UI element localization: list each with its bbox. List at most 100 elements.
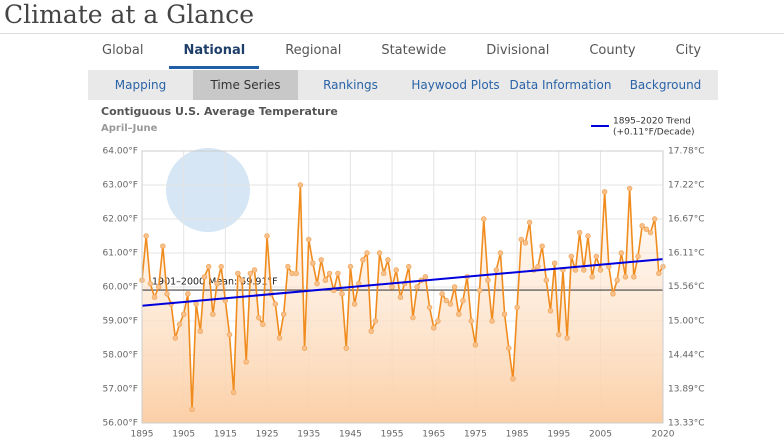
data-point (472, 342, 479, 348)
data-point (385, 257, 391, 263)
data-point (443, 297, 449, 304)
y2-tick-label: 15.00°C (668, 316, 705, 326)
data-point (564, 335, 570, 341)
data-point (460, 297, 466, 304)
site-title: Climate at a Glance (4, 0, 255, 29)
data-point (276, 335, 283, 341)
legend-label: 1895–2020 Trend (613, 117, 691, 127)
data-point (251, 267, 258, 273)
data-point (376, 250, 383, 256)
y-tick-label: 59.00°F (103, 317, 138, 327)
data-point (397, 294, 404, 300)
subtab[interactable]: Haywood Plots (411, 78, 500, 92)
x-tick-label: 1895 (131, 430, 154, 440)
subtab[interactable]: Background (629, 78, 702, 92)
data-point (226, 331, 233, 338)
data-point (293, 270, 299, 277)
data-point (447, 301, 454, 307)
data-line (141, 184, 664, 410)
data-point (218, 263, 224, 270)
data-point (547, 308, 554, 314)
chart-subtitle: April–June (101, 123, 158, 134)
data-point (393, 267, 399, 273)
y2-tick-label: 16.11°C (668, 249, 705, 259)
data-point (426, 304, 433, 311)
y-tick-label: 60.00°F (103, 283, 138, 293)
tab[interactable]: County (589, 43, 636, 58)
data-point (297, 182, 304, 188)
data-point (410, 314, 416, 321)
data-point (635, 253, 641, 260)
data-point (622, 274, 629, 280)
data-point (610, 291, 616, 297)
tab[interactable]: National (169, 36, 260, 69)
subtab[interactable]: Rankings (323, 78, 378, 92)
data-point (339, 291, 345, 297)
data-point (264, 233, 270, 239)
data-point (306, 236, 312, 243)
data-point (651, 216, 658, 222)
x-tick-label: 1985 (506, 430, 529, 440)
tab[interactable]: Statewide (381, 43, 447, 58)
data-point (639, 223, 645, 229)
subtab[interactable]: Data Information (509, 78, 612, 92)
data-point (318, 257, 324, 263)
data-point (201, 274, 208, 280)
data-point (314, 280, 320, 287)
data-point (205, 263, 212, 270)
data-point (601, 189, 608, 195)
data-point (647, 229, 654, 236)
y-tick-label: 58.00°F (103, 351, 138, 361)
chart-title: Contiguous U.S. Average Temperature (101, 105, 338, 118)
data-point (235, 270, 241, 277)
data-point (643, 226, 650, 232)
data-point (143, 233, 149, 239)
y-tick-label: 64.00°F (103, 147, 138, 157)
subtab[interactable]: Time Series (193, 70, 298, 100)
data-point (451, 284, 458, 290)
divider (0, 33, 784, 34)
data-point (335, 270, 341, 277)
data-point (431, 325, 437, 331)
tab[interactable]: City (675, 43, 702, 58)
data-point (247, 270, 254, 277)
data-point (493, 267, 499, 273)
x-tick-label: 1935 (297, 430, 320, 440)
tab[interactable]: Global (102, 43, 144, 58)
data-point (343, 345, 349, 351)
data-point (351, 301, 358, 307)
data-point (439, 291, 445, 297)
data-point (489, 318, 495, 324)
data-point (197, 328, 204, 334)
data-point (272, 301, 279, 307)
data-point (435, 318, 441, 324)
data-point (360, 257, 366, 263)
y-tick-label: 63.00°F (103, 181, 138, 191)
y-tick-label: 56.00°F (103, 419, 138, 429)
data-point (526, 219, 533, 226)
data-point (510, 376, 516, 382)
data-point (589, 274, 595, 280)
data-point (281, 311, 287, 317)
trend-line (141, 258, 664, 307)
x-tick-label: 2020 (652, 430, 675, 440)
data-point (301, 345, 308, 351)
data-point (514, 304, 520, 311)
y2-tick-label: 13.33°C (668, 419, 705, 429)
tab[interactable]: Divisional (486, 43, 550, 58)
data-point (581, 267, 587, 273)
data-point (189, 406, 195, 413)
data-point (543, 277, 549, 283)
data-point (568, 253, 575, 260)
tab[interactable]: Regional (285, 43, 342, 58)
y2-tick-label: 13.89°C (668, 384, 705, 394)
y2-tick-label: 15.56°C (668, 282, 705, 292)
plot-frame (141, 150, 664, 424)
x-tick-label: 1955 (381, 430, 404, 440)
data-point (155, 284, 162, 290)
data-point (310, 260, 316, 266)
data-point (481, 216, 487, 222)
subtab[interactable]: Mapping (114, 78, 167, 92)
data-point (214, 280, 220, 287)
